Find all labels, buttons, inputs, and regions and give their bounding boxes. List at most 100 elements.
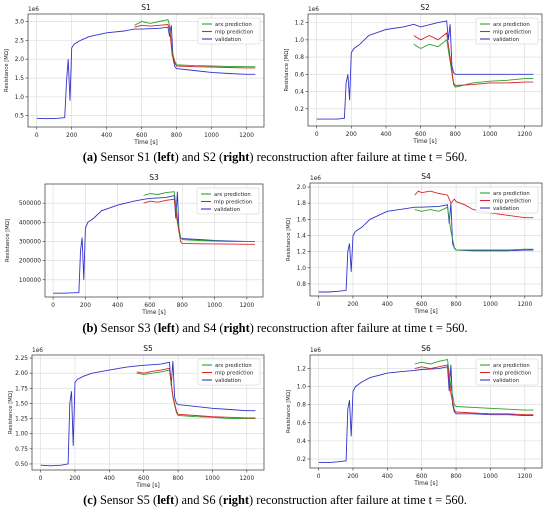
x-tick-label: 1200 <box>517 132 532 138</box>
x-tick-label: 1000 <box>483 302 498 308</box>
series-line-validation <box>316 20 534 120</box>
x-tick-label: 0 <box>39 476 43 482</box>
x-tick-label: 1200 <box>239 476 254 482</box>
chart-s2: 0 200 400 600 800 1000 1200 0.2 0.4 0.6 0.8 1.0 1.2 S… <box>284 3 543 145</box>
x-tick-label: 1000 <box>205 476 220 482</box>
x-tick-label: 0 <box>317 474 321 480</box>
y-axis-label: Resistance [MΩ] <box>5 219 11 262</box>
series-line-mlp-prediction <box>134 24 256 69</box>
y-tick-label: 100000 <box>19 278 41 284</box>
x-axis-label: Time [s] <box>133 140 158 146</box>
x-tick-label: 600 <box>136 133 147 139</box>
legend-entry: mlp prediction <box>493 30 531 36</box>
y-tick-label: 0.6 <box>297 421 307 427</box>
y-tick-label: 400000 <box>19 220 41 226</box>
y-tick-label: 1.0 <box>295 38 305 44</box>
x-tick-label: 600 <box>144 303 155 309</box>
x-axis-label: Time [s] <box>413 309 438 315</box>
plot-frame <box>309 354 543 469</box>
chart-s3: 0 200 400 600 800 1000 1200 100000 200000 300000 4… <box>5 173 264 316</box>
y-axis-label: Resistance [MΩ] <box>286 390 292 433</box>
legend-entry: arx prediction <box>215 363 252 369</box>
legend-box <box>475 186 539 214</box>
legend-entry: validation <box>215 378 241 384</box>
y-tick-label: 1.2 <box>297 367 307 373</box>
series-line-arx-prediction <box>414 206 534 251</box>
series-line-mlp-prediction <box>136 367 256 419</box>
x-tick-label: 200 <box>80 303 91 309</box>
y-tick-label: 1.25 <box>15 417 28 423</box>
x-tick-label: 400 <box>104 476 115 482</box>
y-tick-label: 1.6 <box>297 217 307 223</box>
y-tick-label: 0.4 <box>295 90 305 96</box>
legend-box <box>196 187 260 215</box>
y-tick-label: 0.4 <box>297 439 307 445</box>
plot-frame <box>307 13 543 127</box>
x-tick-label: 400 <box>382 474 393 480</box>
legend-entry: validation <box>214 207 240 213</box>
y-tick-label: 0.50 <box>15 462 28 468</box>
series-line-arx-prediction <box>136 369 256 420</box>
legend-entry: validation <box>493 37 519 43</box>
x-tick-label: 600 <box>415 132 426 138</box>
y-tick-label: 2.25 <box>15 356 28 362</box>
y-tick-label: 1.2 <box>297 250 307 256</box>
y-tick-label: 200000 <box>19 259 41 265</box>
series-line-arx-prediction <box>414 358 534 411</box>
series-line-mlp-prediction <box>414 364 534 416</box>
caption-c: (c) Sensor S5 (left) and S6 (right) reco… <box>83 493 467 507</box>
y-tick-label: 2.0 <box>297 185 307 191</box>
x-tick-label: 400 <box>380 132 391 138</box>
chart-s1: 0 200 400 600 800 1000 1200 0.5 1.0 1.5 2.0 2.5 3.0 S… <box>4 3 265 146</box>
legend-entry: arx prediction <box>215 22 252 28</box>
x-tick-label: 0 <box>317 302 321 308</box>
x-axis-label: Time [s] <box>135 483 160 489</box>
y-tick-label: 1.00 <box>15 432 28 438</box>
y-tick-label: 0.6 <box>295 72 305 78</box>
x-tick-label: 800 <box>451 302 462 308</box>
legend-box <box>197 358 261 386</box>
legend-entry: mlp prediction <box>215 371 253 377</box>
y-tick-label: 1.0 <box>297 385 307 391</box>
x-tick-label: 600 <box>138 476 149 482</box>
x-tick-label: 800 <box>177 303 188 309</box>
x-axis-label: Time [s] <box>413 481 438 487</box>
y-axis-label: Resistance [MΩ] <box>8 391 14 434</box>
plot-frame <box>27 13 265 128</box>
chart-title: S3 <box>149 173 159 182</box>
plot-frame <box>31 354 265 471</box>
legend-box <box>475 17 539 45</box>
series-line-arx-prediction <box>413 38 534 88</box>
plot-frame <box>44 183 264 298</box>
legend-entry: validation <box>215 37 241 43</box>
series-line-mlp-prediction <box>414 190 534 219</box>
series-line-arx-prediction <box>143 191 255 242</box>
legend-entry: arx prediction <box>214 192 251 198</box>
y-tick-label: 1.8 <box>297 201 307 207</box>
x-tick-label: 600 <box>416 474 427 480</box>
y-tick-label: 1.75 <box>15 386 28 392</box>
legend-entry: mlp prediction <box>493 199 531 205</box>
x-tick-label: 400 <box>101 133 112 139</box>
x-tick-label: 1000 <box>483 132 498 138</box>
x-tick-label: 1200 <box>517 302 532 308</box>
y-tick-label: 2.0 <box>15 57 25 63</box>
legend-entry: arx prediction <box>493 363 530 369</box>
x-tick-label: 600 <box>416 302 427 308</box>
y-axis-label: Resistance [MΩ] <box>286 218 292 261</box>
chart-title: S5 <box>143 344 153 353</box>
chart-s4: 0 200 400 600 800 1000 1200 0.8 1.0 1.2 1.4 1.6 1.8 2… <box>286 172 543 315</box>
x-tick-label: 0 <box>35 133 39 139</box>
axis-offset-text: 1e6 <box>28 7 39 13</box>
y-tick-label: 0.2 <box>297 457 307 463</box>
y-tick-label: 300000 <box>19 239 41 245</box>
x-tick-label: 1000 <box>204 133 219 139</box>
legend-entry: mlp prediction <box>493 371 531 377</box>
legend-entry: arx prediction <box>493 22 530 28</box>
x-tick-label: 1000 <box>207 303 222 309</box>
caption-b: (b) Sensor S3 (left) and S4 (right) reco… <box>82 321 468 335</box>
